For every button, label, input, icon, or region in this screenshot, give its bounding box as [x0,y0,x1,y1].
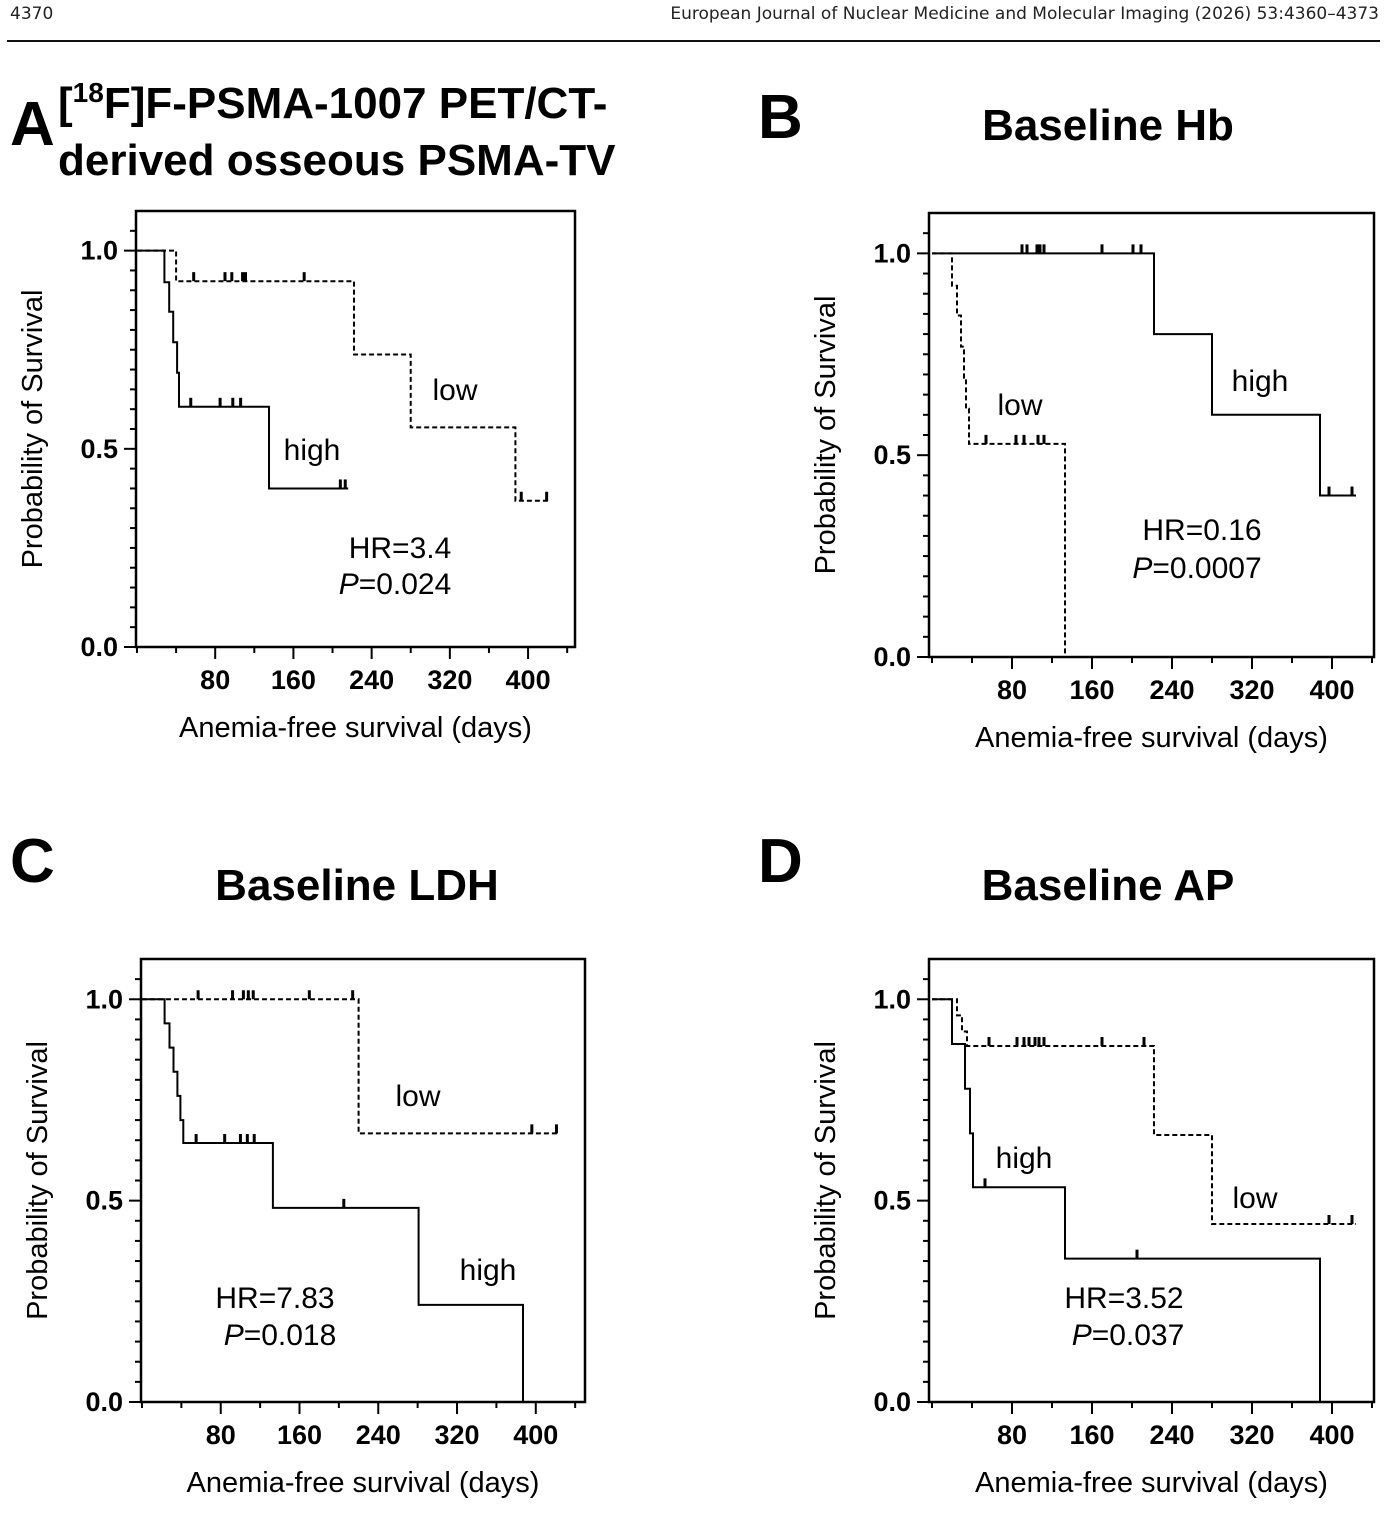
page-number: 4370 [10,4,54,24]
panel-label: C [10,827,55,896]
series-label-low: low [395,1080,440,1113]
x-tick-label: 240 [1149,675,1194,705]
hazard-ratio-text: HR=7.83 [215,1282,334,1315]
y-tick-label: 0.0 [873,642,911,672]
x-tick-label: 320 [427,665,472,695]
km-curve-high [932,998,1321,1402]
header-rule [7,40,1380,42]
hazard-ratio-text: HR=3.52 [1064,1282,1183,1315]
y-tick-label: 0.5 [85,1186,123,1216]
km-curve-high [137,249,349,490]
panel-title: Baseline AP [982,861,1235,910]
km-panel-d: D Baseline AP 0.0 0.5 1.0 80 160 240 320 400 Anemi… [758,827,1376,1499]
x-tick-label: 400 [1309,675,1354,705]
y-tick-label: 1.0 [873,984,911,1014]
x-tick-label: 160 [1069,675,1114,705]
series-label-high: high [1232,365,1289,398]
y-tick-label: 0.5 [873,440,911,470]
km-curve-low [932,998,1356,1225]
series-label-low: low [432,374,477,407]
x-tick-label: 80 [206,1420,236,1450]
km-curve-low [932,252,1066,657]
plot-frame [927,211,1376,659]
x-tick-label: 320 [1229,1420,1274,1450]
y-axis-label: Probability of Survival [22,1041,54,1320]
series-label-high: high [284,434,341,467]
x-tick-label: 400 [1309,1420,1354,1450]
km-curve-high [932,252,1356,497]
y-axis-label: Probability of Survival [17,290,49,569]
p-value-text: P=0.024 [339,568,452,601]
x-tick-label: 320 [1229,675,1274,705]
x-axis-label: Anemia-free survival (days) [187,1467,540,1499]
p-value-text: P=0.037 [1072,1319,1185,1352]
km-panel-c: C Baseline LDH 0.0 0.5 1.0 80 160 240 320 400 Anem… [10,827,587,1499]
y-tick-label: 1.0 [85,984,123,1014]
plot-frame [139,957,587,1404]
p-value-text: P=0.0007 [1132,552,1261,585]
x-tick-label: 80 [997,1420,1027,1450]
x-axis-label: Anemia-free survival (days) [975,722,1328,754]
series-label-low: low [1232,1182,1277,1215]
y-axis-label: Probability of Survival [810,1041,842,1320]
panel-title: Baseline LDH [215,861,499,910]
x-axis-label: Anemia-free survival (days) [975,1467,1328,1499]
y-tick-label: 1.0 [873,238,911,268]
km-panel-b: B Baseline Hb 0.0 0.5 1.0 80 160 240 320 400 Anemi… [758,83,1376,754]
y-tick-label: 0.5 [873,1186,911,1216]
series-label-high: high [460,1254,517,1287]
x-axis-label: Anemia-free survival (days) [179,712,532,744]
panel-title: [18F]F-PSMA-1007 PET/CT- [58,77,607,128]
km-panel-a: A [18F]F-PSMA-1007 PET/CT-derived osseous… [10,77,616,744]
panel-label: D [758,827,803,896]
series-label-high: high [996,1142,1053,1175]
page-header: 4370 European Journal of Nuclear Medicin… [0,0,1387,44]
km-curve-low [142,998,560,1135]
y-tick-label: 0.0 [85,1387,123,1417]
panel-title-line2: derived osseous PSMA-TV [58,136,616,185]
km-curve-high [142,998,524,1402]
panel-label: B [758,83,803,152]
km-curve-low [137,249,549,502]
journal-citation: European Journal of Nuclear Medicine and… [670,4,1379,24]
x-tick-label: 240 [356,1420,401,1450]
x-tick-label: 80 [997,675,1027,705]
x-tick-label: 400 [513,1420,558,1450]
x-tick-label: 160 [271,665,316,695]
panel-title: Baseline Hb [982,101,1234,150]
y-tick-label: 0.5 [80,434,118,464]
x-tick-label: 320 [434,1420,479,1450]
y-tick-label: 0.0 [873,1387,911,1417]
x-tick-label: 80 [200,665,230,695]
panel-label: A [10,90,55,159]
x-tick-label: 240 [349,665,394,695]
y-tick-label: 1.0 [80,236,118,266]
x-tick-label: 160 [277,1420,322,1450]
hazard-ratio-text: HR=0.16 [1142,514,1261,547]
y-axis-label: Probability of Survival [810,296,842,575]
x-tick-label: 400 [506,665,551,695]
series-label-low: low [997,389,1042,422]
x-tick-label: 240 [1149,1420,1194,1450]
y-tick-label: 0.0 [80,632,118,662]
p-value-text: P=0.018 [224,1319,337,1352]
x-tick-label: 160 [1069,1420,1114,1450]
hazard-ratio-text: HR=3.4 [349,532,452,565]
